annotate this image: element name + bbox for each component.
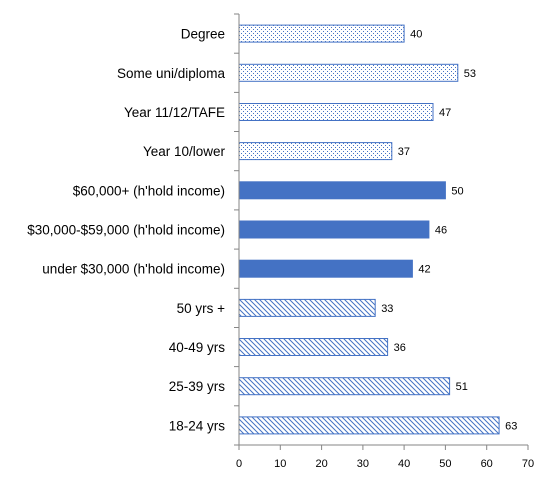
bar	[238, 63, 459, 82]
value-label: 42	[418, 264, 430, 276]
bar	[238, 298, 376, 317]
bar	[238, 142, 393, 161]
bar	[238, 338, 389, 356]
x-tick-label: 0	[236, 458, 242, 470]
bars-layer	[238, 24, 500, 435]
value-label: 46	[435, 225, 447, 237]
value-label: 36	[394, 342, 406, 354]
category-label: 18-24 yrs	[169, 418, 226, 433]
x-tick-label: 70	[522, 458, 534, 470]
bar	[238, 24, 405, 43]
x-axis	[234, 13, 529, 450]
value-label: 40	[410, 29, 422, 41]
bar	[238, 103, 434, 121]
category-label: Degree	[181, 27, 225, 42]
category-label: $60,000+ (h'hold income)	[73, 183, 225, 198]
x-tick-label: 40	[398, 458, 410, 470]
category-label: 25-39 yrs	[169, 379, 226, 394]
value-label: 63	[505, 420, 517, 432]
bar	[238, 377, 451, 396]
value-label: 51	[456, 381, 468, 393]
value-label: 37	[398, 146, 410, 158]
x-tick-label: 10	[274, 458, 286, 470]
labels-layer: Degree 40 Some uni/diploma 53 Year 11/12/TAF…	[27, 27, 534, 470]
category-label: Year 11/12/TAFE	[124, 105, 225, 120]
bar	[238, 220, 430, 239]
category-label: Year 10/lower	[143, 144, 226, 159]
x-tick-label: 60	[481, 458, 493, 470]
value-label: 33	[381, 303, 393, 315]
bar	[238, 416, 500, 435]
category-label: under $30,000 (h'hold income)	[42, 262, 225, 277]
x-tick-label: 20	[315, 458, 327, 470]
bar	[238, 259, 413, 278]
value-label: 53	[464, 68, 476, 80]
category-label: $30,000-$59,000 (h'hold income)	[27, 223, 225, 238]
category-label: 50 yrs +	[177, 301, 226, 316]
category-label: Some uni/diploma	[117, 66, 226, 81]
bar	[238, 181, 446, 200]
x-tick-label: 50	[439, 458, 451, 470]
category-label: 40-49 yrs	[169, 340, 226, 355]
x-tick-label: 30	[357, 458, 369, 470]
value-label: 47	[439, 107, 451, 119]
value-label: 50	[451, 185, 463, 197]
